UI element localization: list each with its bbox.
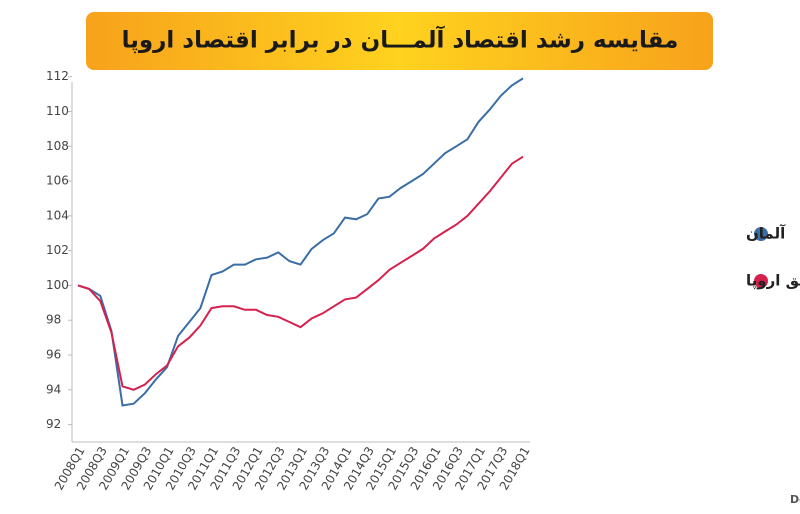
y-tick-label: 112: [46, 69, 69, 83]
y-tick-label: 96: [46, 348, 61, 362]
y-tick-label: 98: [46, 313, 61, 327]
y-tick-label: 102: [46, 243, 69, 257]
series-line: [77, 155, 524, 391]
series-line: [77, 77, 524, 407]
y-tick-label: 104: [46, 208, 69, 222]
y-tick-label: 108: [46, 139, 69, 153]
legend-label: آلمان: [746, 225, 786, 243]
y-tick-label: 110: [46, 104, 69, 118]
chart-title: مقایسه رشد اقتصاد آلمـــان در برابر اقتص…: [122, 25, 679, 54]
title-banner: [86, 12, 713, 70]
y-tick-label: 94: [46, 382, 61, 396]
y-tick-label: 106: [46, 174, 69, 188]
legend-marker: [754, 227, 768, 241]
source: منبع: Destatis,Eurostat,Haver Analyticd,…: [790, 493, 800, 506]
y-tick-label: 100: [46, 278, 69, 292]
legend-label: بقیه مناطق اروپا: [746, 272, 800, 291]
y-tick-label: 92: [46, 417, 61, 431]
legend-marker: [754, 274, 768, 288]
